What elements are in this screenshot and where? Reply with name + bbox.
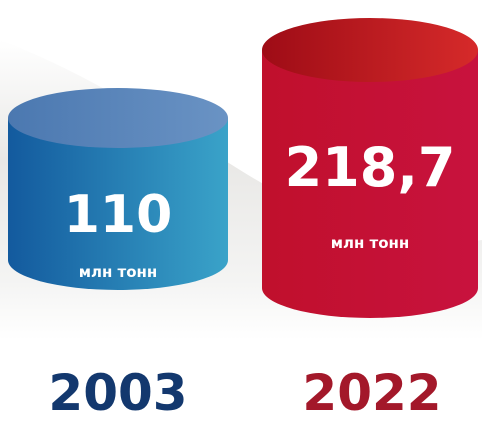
year: 2003 bbox=[48, 364, 187, 422]
cylinder-top bbox=[8, 88, 228, 148]
cylinder-2022: 218,7 млн тонн bbox=[262, 18, 478, 318]
value: 218,7 bbox=[285, 136, 456, 199]
cylinder-top bbox=[262, 18, 478, 82]
cylinder-2003: 110 млн тонн bbox=[8, 88, 228, 290]
cylinder-body bbox=[262, 50, 478, 318]
unit: млн тонн bbox=[331, 234, 410, 252]
value: 110 bbox=[64, 185, 173, 245]
year: 2022 bbox=[302, 364, 441, 422]
unit: млн тонн bbox=[79, 263, 158, 281]
cylinder-body bbox=[8, 118, 228, 290]
